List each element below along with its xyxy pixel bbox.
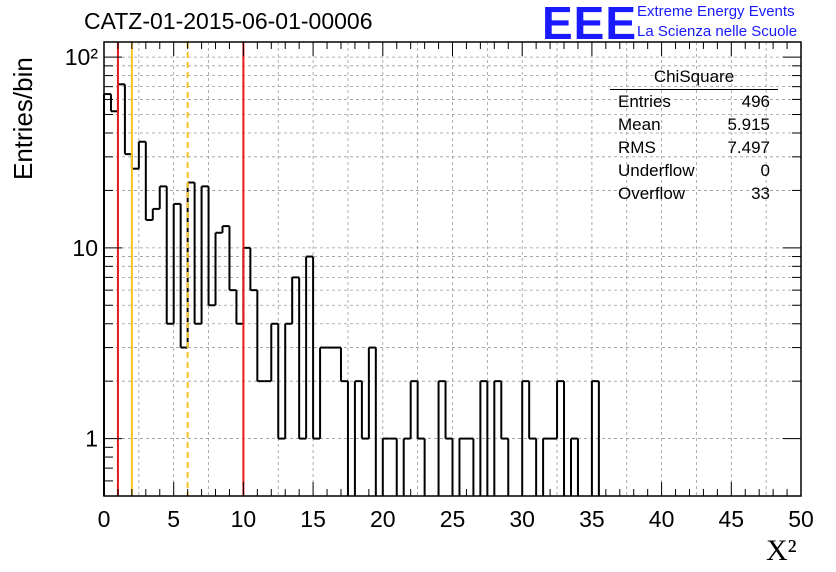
x-tick-label: 10 — [231, 506, 257, 532]
stats-value: 7.497 — [727, 138, 770, 157]
stats-value: 496 — [741, 92, 770, 111]
x-tick-label: 0 — [98, 506, 111, 532]
x-tick-label: 30 — [509, 506, 535, 532]
stats-label: Entries — [618, 92, 671, 111]
stats-value: 5.915 — [727, 115, 770, 134]
y-axis-label: Entries/bin — [8, 57, 38, 180]
stats-label: Overflow — [618, 184, 686, 203]
x-tick-label: 20 — [370, 506, 396, 532]
x-tick-label: 45 — [719, 506, 745, 532]
stats-box: ChiSquare Entries 496 Mean 5.915 RMS 7.4… — [610, 65, 778, 205]
y-tick-label: 10² — [65, 44, 99, 70]
stats-row-underflow: Underflow 0 — [610, 159, 778, 182]
plot-title: CATZ-01-2015-06-01-00006 — [84, 8, 373, 34]
eee-logo-line1: Extreme Energy Events — [637, 3, 795, 20]
stats-value: 0 — [760, 161, 770, 180]
stats-label: Underflow — [618, 161, 695, 180]
stats-value: 33 — [751, 184, 770, 203]
stats-title: ChiSquare — [610, 65, 778, 90]
stats-row-entries: Entries 496 — [610, 90, 778, 113]
y-tick-label: 1 — [85, 426, 98, 452]
x-tick-label: 5 — [167, 506, 180, 532]
stats-label: RMS — [618, 138, 656, 157]
y-tick-label: 10 — [72, 235, 98, 261]
stats-row-mean: Mean 5.915 — [610, 113, 778, 136]
stats-label: Mean — [618, 115, 661, 134]
x-tick-label: 15 — [300, 506, 326, 532]
x-axis-label: X² — [766, 534, 797, 567]
eee-logo: EEE — [542, 0, 638, 49]
stats-row-overflow: Overflow 33 — [610, 182, 778, 205]
x-tick-label: 50 — [788, 506, 814, 532]
stats-row-rms: RMS 7.497 — [610, 136, 778, 159]
x-tick-label: 35 — [579, 506, 605, 532]
x-tick-label: 25 — [440, 506, 466, 532]
eee-logo-line2: La Scienza nelle Scuole — [637, 23, 798, 40]
x-tick-label: 40 — [649, 506, 675, 532]
